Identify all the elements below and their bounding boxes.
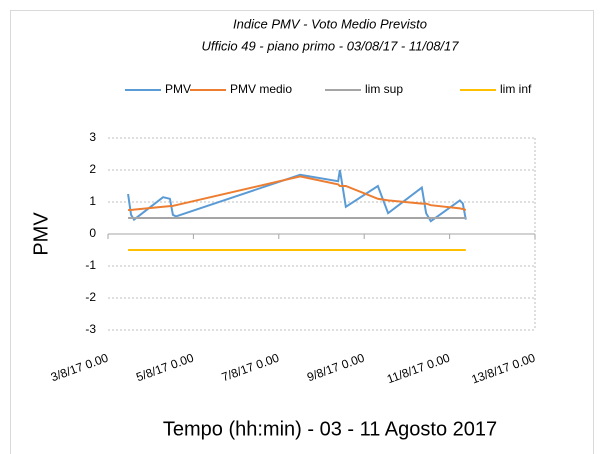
y-tick-label: -3 — [85, 322, 96, 336]
legend-label: PMV — [165, 82, 191, 96]
legend-label: lim sup — [365, 82, 403, 96]
legend-label: lim inf — [500, 82, 532, 96]
y-tick-label: -1 — [85, 258, 96, 272]
y-tick-label: 0 — [89, 226, 96, 240]
y-tick-label: 1 — [89, 194, 96, 208]
y-axis-label: PMV — [30, 212, 52, 256]
legend-label: PMV medio — [230, 82, 292, 96]
y-tick-label: 2 — [89, 162, 96, 176]
chart-subtitle: Ufficio 49 - piano primo - 03/08/17 - 11… — [201, 38, 459, 53]
chart-title: Indice PMV - Voto Medio Previsto — [233, 16, 427, 31]
chart-frame — [10, 10, 594, 454]
x-axis-label: Tempo (hh:min) - 03 - 11 Agosto 2017 — [163, 418, 497, 440]
series-line — [128, 175, 467, 211]
y-tick-label: -2 — [85, 290, 96, 304]
series-line — [127, 169, 467, 223]
y-tick-label: 3 — [89, 130, 96, 144]
